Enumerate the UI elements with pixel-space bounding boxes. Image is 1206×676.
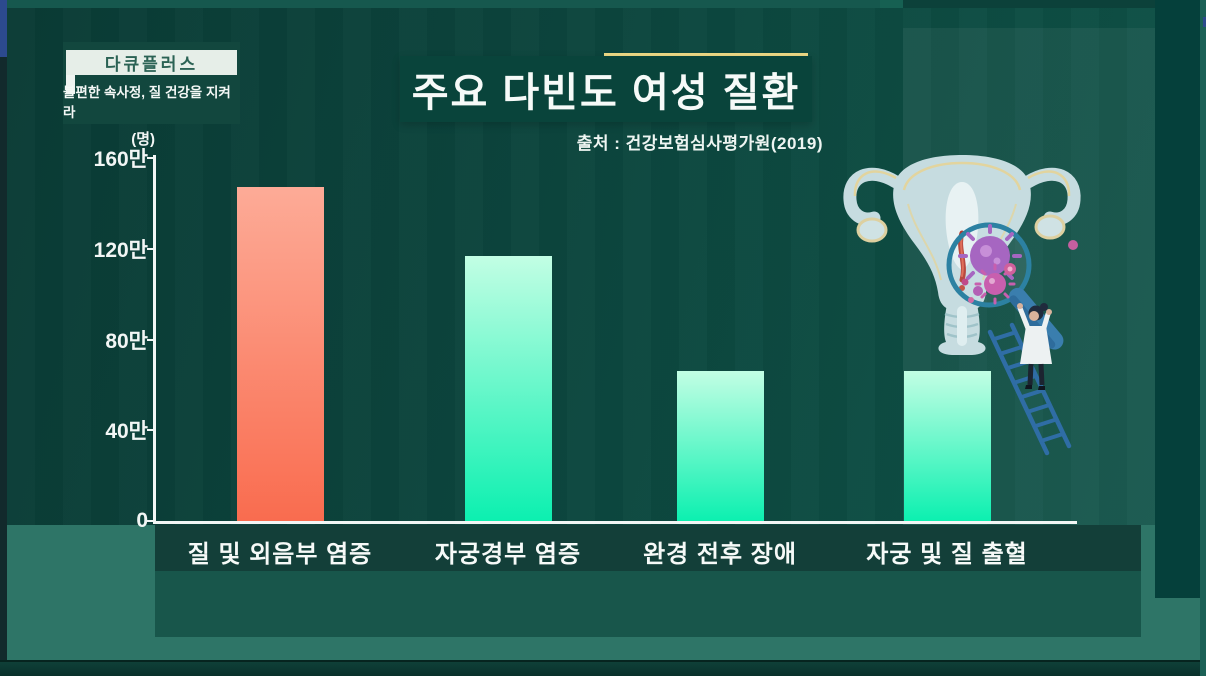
x-axis-label: 질 및 외음부 염증 [187,541,373,568]
page-title: 주요 다빈도 여성 질환 [411,71,801,115]
bar-menopausal-disorders [677,371,764,521]
bar-cervical-inflammation [464,255,552,521]
tick-mark [147,520,154,522]
x-axis-label: 완경 전후 장애 [643,541,797,568]
x-axis [153,521,1077,524]
program-badge: 다큐플러스 불편한 속사정, 질 건강을 지켜라 [63,42,240,124]
tick-mark [147,429,154,432]
bar-uterine-vaginal-bleeding [904,371,991,521]
x-axis-label-band [155,525,1141,571]
source-caption: 출처 : 건강보험심사평가원(2019) [576,134,823,153]
background-left-blue-edge [0,0,7,57]
program-badge-strip: 다큐플러스 [66,50,237,75]
background-right-blue-notch [1203,17,1206,27]
background-top-strip [0,0,1206,8]
title-banner: 주요 다빈도 여성 질환 [400,56,812,122]
y-axis-tick: 40만 [70,415,154,445]
tick-mark [147,247,154,250]
tick-mark [147,157,154,159]
y-axis-tick: 0 [70,509,154,533]
background-lower-band [155,571,1141,637]
background-left-edge [0,57,7,676]
background-right-sliver [1200,0,1206,676]
bar-vaginal-vulvar-inflammation [237,187,324,521]
y-axis-tick: 160만 [70,143,154,173]
program-badge-title: 다큐플러스 [104,55,199,74]
background-bottom-strip [0,660,1206,676]
tick-mark [147,338,154,341]
y-axis [153,155,156,523]
y-axis-tick: 120만 [70,234,154,264]
y-axis-unit-label: (명) [131,131,155,148]
x-axis-label: 자궁경부 염증 [434,541,582,568]
x-axis-label: 자궁 및 질 출혈 [866,541,1028,568]
y-axis-tick: 80만 [70,325,154,355]
background-right-dark-column [1155,0,1200,598]
program-badge-tab [66,75,75,94]
program-badge-subtitle: 불편한 속사정, 질 건강을 지켜라 [63,85,231,120]
